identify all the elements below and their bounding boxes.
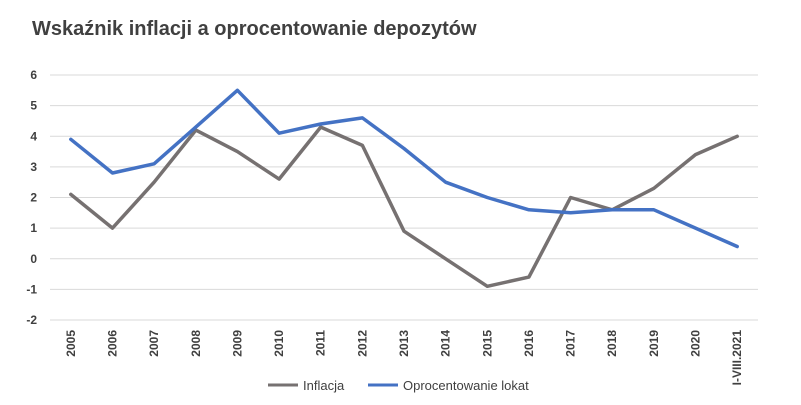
x-tick-label: 2018 bbox=[605, 330, 619, 357]
y-tick-label: -2 bbox=[26, 313, 37, 327]
y-tick-label: 1 bbox=[30, 221, 37, 235]
x-tick-label: I-VIII.2021 bbox=[730, 330, 744, 386]
x-tick-label: 2010 bbox=[272, 330, 286, 357]
x-tick-label: 2012 bbox=[355, 330, 369, 357]
y-axis-ticks: 6 5 4 3 2 1 0 -1 -2 bbox=[26, 68, 37, 327]
series-lines bbox=[69, 88, 739, 289]
x-tick-label: 2019 bbox=[647, 330, 661, 357]
y-tick-label: 4 bbox=[30, 129, 37, 143]
y-tick-label: 2 bbox=[30, 191, 37, 205]
x-tick-label: 2016 bbox=[522, 330, 536, 357]
x-tick-label: 2009 bbox=[230, 330, 244, 357]
legend: Inflacja Oprocentowanie lokat bbox=[268, 378, 529, 393]
x-tick-label: 2014 bbox=[439, 330, 453, 357]
x-tick-label: 2008 bbox=[189, 330, 203, 357]
y-tick-label: 5 bbox=[30, 99, 37, 113]
y-tick-label: -1 bbox=[26, 282, 37, 296]
x-tick-label: 2006 bbox=[105, 330, 119, 357]
gridlines bbox=[50, 74, 758, 321]
x-axis-ticks: 2005 2006 2007 2008 2009 2010 2011 2012 2013 2014… bbox=[64, 330, 744, 386]
y-tick-label: 3 bbox=[30, 160, 37, 174]
chart-title: Wskaźnik inflacji a oprocentowanie depoz… bbox=[32, 18, 477, 40]
x-tick-label: 2011 bbox=[314, 330, 328, 356]
series-line-oprocentowanie-lokat bbox=[69, 88, 739, 249]
x-tick-label: 2017 bbox=[564, 330, 578, 357]
x-tick-label: 2015 bbox=[480, 330, 494, 357]
x-tick-label: 2005 bbox=[64, 330, 78, 357]
x-tick-label: 2020 bbox=[689, 330, 703, 357]
y-tick-label: 0 bbox=[30, 252, 37, 266]
legend-label-inflacja: Inflacja bbox=[303, 378, 345, 393]
x-tick-label: 2007 bbox=[147, 330, 161, 357]
y-tick-label: 6 bbox=[30, 68, 37, 82]
x-tick-label: 2013 bbox=[397, 330, 411, 357]
legend-label-oprocentowanie: Oprocentowanie lokat bbox=[403, 378, 529, 393]
